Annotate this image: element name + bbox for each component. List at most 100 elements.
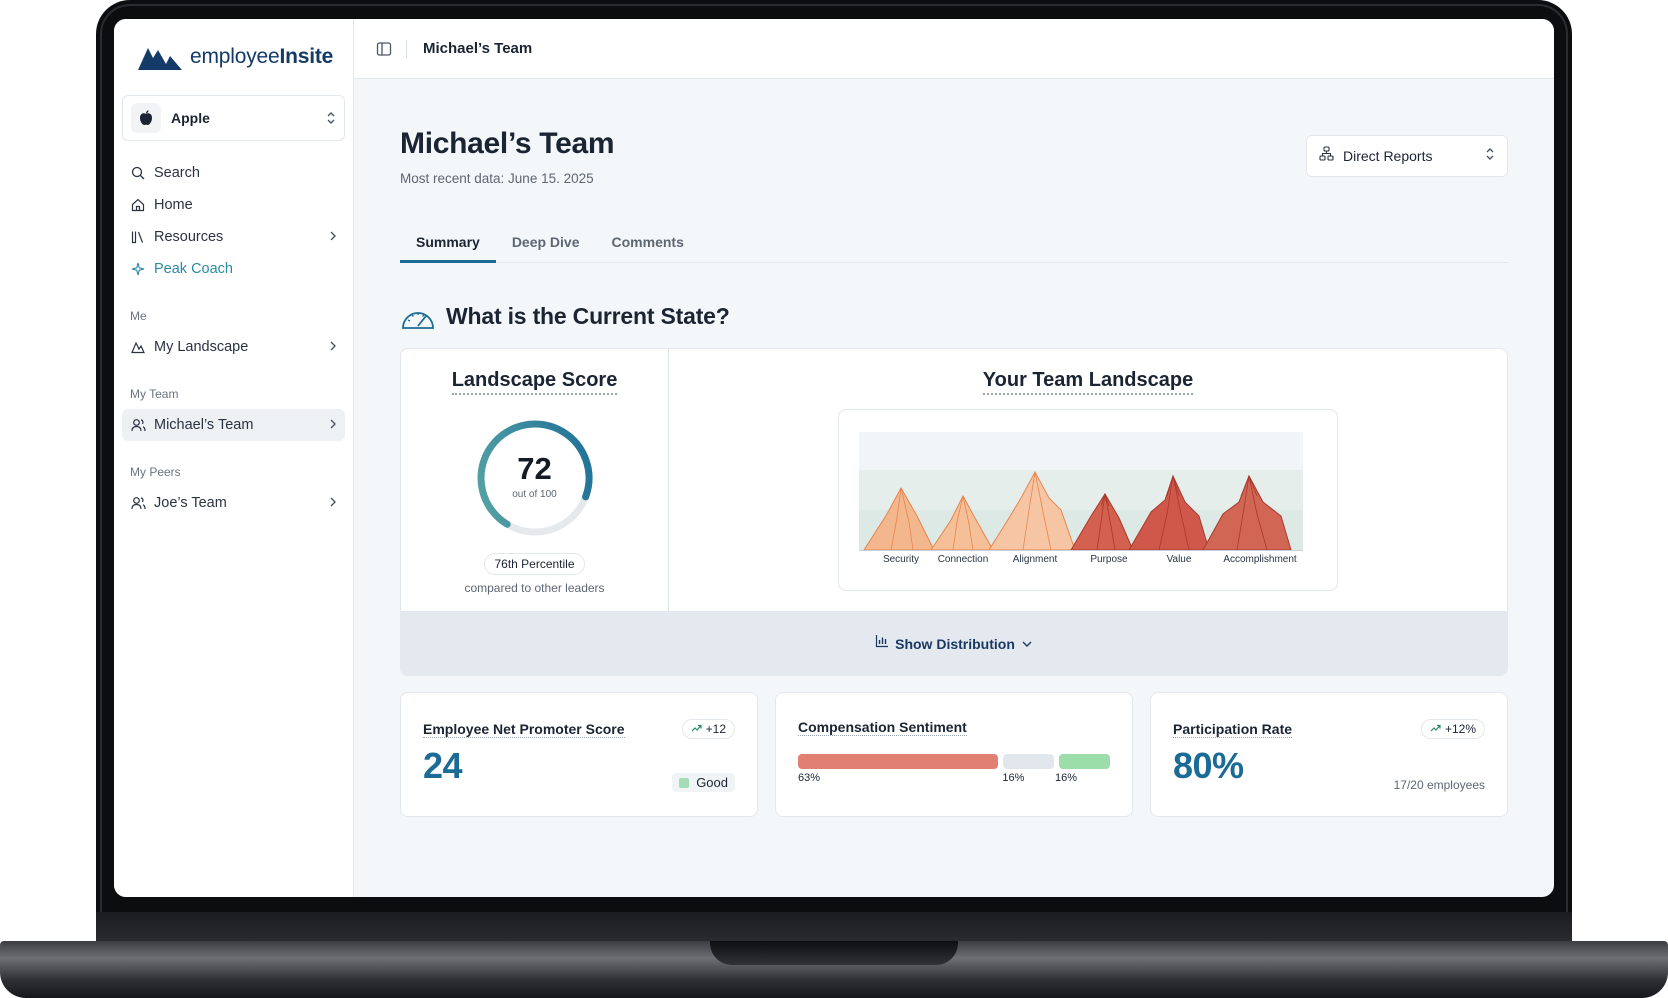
- sidebar-item-home[interactable]: Home: [122, 189, 345, 221]
- landscape-label: Alignment: [1013, 554, 1058, 565]
- sentiment-label-neutral: 16%: [1002, 772, 1025, 784]
- landscape-label: Accomplishment: [1223, 554, 1297, 565]
- sparkles-icon: [130, 261, 146, 277]
- users-icon: [130, 495, 146, 511]
- landscape-illustration: Security Connection Alignment Purpose Va…: [859, 432, 1303, 565]
- sidebar-item-label: Home: [154, 197, 193, 213]
- sidebar-item-label: Peak Coach: [154, 261, 233, 277]
- chevron-updown-icon: [326, 111, 336, 125]
- mountain-alignment: [988, 470, 1076, 551]
- percentile-badge: 76th Percentile: [484, 553, 585, 575]
- logo[interactable]: employeeInsite: [122, 39, 345, 75]
- tab-deep-dive[interactable]: Deep Dive: [511, 233, 580, 250]
- sentiment-label-negative: 63%: [798, 772, 821, 784]
- logo-text: employeeInsite: [190, 45, 334, 68]
- sidebar-item-search[interactable]: Search: [122, 157, 345, 189]
- metric-cards: Employee Net Promoter Score +12 24 Good …: [400, 692, 1508, 817]
- team-landscape-pane: Your Team Landscape: [669, 349, 1507, 611]
- landscape-label: Value: [1167, 554, 1192, 565]
- show-distribution-label: Show Distribution: [895, 635, 1015, 652]
- participation-trend-badge: +12%: [1420, 719, 1485, 739]
- sidebar-toggle-icon[interactable]: [376, 41, 392, 57]
- view-select[interactable]: Direct Reports: [1306, 135, 1508, 177]
- chevron-down-icon: [1021, 635, 1033, 653]
- chevron-right-icon: [329, 230, 337, 245]
- sidebar-item-my-landscape[interactable]: My Landscape: [122, 331, 345, 363]
- enps-value: 24: [423, 745, 463, 786]
- sentiment-segment-neutral: [1003, 754, 1055, 769]
- sidebar-item-joes-team[interactable]: Joe’s Team: [122, 487, 345, 519]
- participation-title[interactable]: Participation Rate: [1173, 720, 1293, 738]
- breadcrumb: Michael’s Team: [423, 40, 533, 57]
- enps-title[interactable]: Employee Net Promoter Score: [423, 720, 625, 738]
- team-landscape-title[interactable]: Your Team Landscape: [982, 369, 1194, 395]
- tab-bar: Summary Deep Dive Comments: [400, 220, 1508, 263]
- apple-icon: [131, 103, 161, 133]
- sidebar-item-label: Resources: [154, 229, 224, 245]
- sidebar-item-peak-coach[interactable]: Peak Coach: [122, 253, 345, 285]
- page-subtitle: Most recent data: June 15. 2025: [400, 171, 594, 186]
- mountain-icon: [130, 339, 146, 355]
- compensation-labels: 63% 16% 16%: [798, 772, 1110, 788]
- org-name: Apple: [171, 110, 210, 126]
- enps-card: Employee Net Promoter Score +12 24 Good: [400, 692, 758, 817]
- section-title: What is the Current State?: [446, 303, 730, 329]
- sidebar-item-label: My Landscape: [154, 339, 249, 355]
- sentiment-segment-negative: [798, 754, 999, 769]
- sidebar-section-me: Me: [130, 309, 147, 323]
- sidebar-item-michaels-team[interactable]: Michael’s Team: [122, 409, 345, 441]
- mountain-logo-icon: [138, 48, 182, 70]
- enps-trend-value: +12: [705, 722, 726, 736]
- score-gauge: 72 out of 100: [472, 415, 598, 541]
- chevron-right-icon: [329, 418, 337, 433]
- gauge-icon: [402, 311, 434, 329]
- landscape-score-title[interactable]: Landscape Score: [451, 369, 618, 395]
- compensation-title[interactable]: Compensation Sentiment: [798, 719, 967, 736]
- enps-status-badge: Good: [672, 773, 735, 792]
- participation-card: Participation Rate +12% 80% 17/20 employ…: [1150, 692, 1508, 817]
- laptop-notch: [710, 941, 958, 965]
- sidebar-section-my-team: My Team: [130, 387, 179, 401]
- trend-up-icon: [691, 723, 702, 735]
- org-switcher[interactable]: Apple: [122, 95, 345, 141]
- app-screen: employeeInsite Apple Search Home Resourc…: [114, 19, 1554, 897]
- chevron-right-icon: [329, 340, 337, 355]
- compensation-bar: [798, 754, 1110, 769]
- chevron-right-icon: [329, 496, 337, 511]
- landscape-label: Security: [883, 554, 919, 565]
- view-select-value: Direct Reports: [1343, 148, 1433, 164]
- score-max-label: out of 100: [512, 489, 557, 500]
- current-state-card: Landscape Score: [400, 348, 1508, 676]
- enps-trend-badge: +12: [681, 719, 735, 739]
- bar-chart-icon: [875, 634, 889, 653]
- sidebar-section-my-peers: My Peers: [130, 465, 181, 479]
- chevron-updown-icon: [1485, 147, 1495, 166]
- sidebar-item-label: Joe’s Team: [154, 495, 227, 511]
- search-icon: [130, 165, 146, 181]
- show-distribution-button[interactable]: Show Distribution: [401, 611, 1507, 675]
- tab-summary[interactable]: Summary: [400, 220, 496, 263]
- landscape-label: Connection: [938, 554, 989, 565]
- laptop-hinge: [96, 912, 1572, 942]
- landscape-label: Purpose: [1090, 554, 1128, 565]
- divider: [406, 39, 407, 58]
- sidebar-item-resources[interactable]: Resources: [122, 221, 345, 253]
- sidebar-item-label: Search: [154, 165, 200, 181]
- score-gauge-arc: [476, 420, 592, 536]
- participation-value: 80%: [1173, 745, 1244, 786]
- landscape-frame: Security Connection Alignment Purpose Va…: [838, 409, 1338, 591]
- tab-comments[interactable]: Comments: [611, 233, 684, 250]
- percentile-note: compared to other leaders: [464, 581, 605, 595]
- participation-detail: 17/20 employees: [1393, 778, 1485, 792]
- home-icon: [130, 197, 146, 213]
- sidebar-item-label: Michael’s Team: [154, 417, 254, 433]
- score-value: 72: [517, 451, 552, 486]
- sidebar: employeeInsite Apple Search Home Resourc…: [114, 19, 354, 897]
- landscape-score-pane: Landscape Score: [401, 349, 669, 611]
- library-icon: [130, 229, 146, 245]
- page-title: Michael’s Team: [400, 127, 615, 160]
- enps-status-label: Good: [696, 775, 728, 790]
- users-icon: [130, 417, 146, 433]
- main-area: Michael’s Team Michael’s Team Most recen…: [354, 19, 1554, 897]
- sentiment-label-positive: 16%: [1054, 772, 1077, 784]
